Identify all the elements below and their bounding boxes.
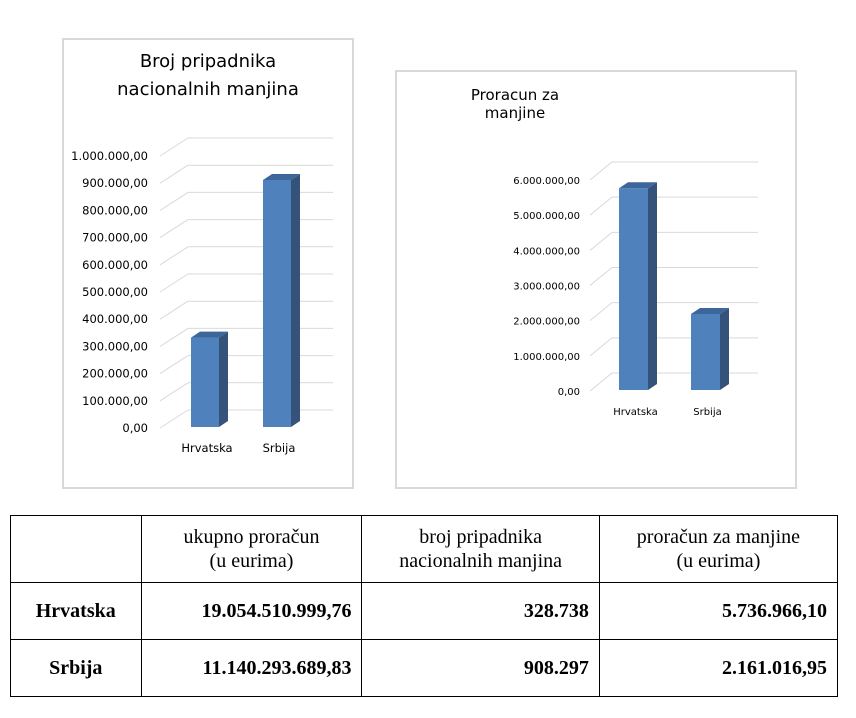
bar-top	[191, 331, 228, 338]
gridline-diagonal	[589, 302, 613, 322]
chart-title-line: nacionalnih manjina	[117, 79, 299, 100]
bar-side	[648, 182, 657, 390]
gridline-diagonal	[159, 409, 189, 429]
row-label: Srbija	[10, 639, 142, 697]
x-category-label: Hrvatska	[613, 407, 658, 418]
y-tick-label: 900.000,00	[82, 176, 148, 190]
y-tick-label: 100.000,00	[82, 394, 148, 408]
gridline-diagonal	[159, 164, 189, 184]
gridline-diagonal	[589, 372, 613, 392]
y-tick-label: 700.000,00	[82, 231, 148, 245]
gridline-diagonal	[159, 246, 189, 266]
row-label: Hrvatska	[10, 582, 142, 640]
x-category-label: Srbija	[263, 441, 296, 455]
bar-hrvatska	[619, 188, 648, 390]
bar-top	[619, 182, 657, 189]
y-tick-label: 4.000.000,00	[513, 246, 580, 257]
bar-srbija	[263, 179, 291, 427]
charts-canvas: 0,00 100.000,00 200.000,00 300.000,00 400.00…	[71, 137, 758, 455]
y-tick-label: 5.000.000,00	[513, 211, 580, 222]
x-category-label: Srbija	[693, 407, 722, 418]
y-tick-label: 6.000.000,00	[513, 176, 580, 187]
chart-title-line: Proracun za manjine	[470, 86, 560, 122]
gridline-diagonal	[159, 219, 189, 239]
y-tick-label: 200.000,00	[82, 367, 148, 381]
gridline-diagonal	[159, 382, 189, 402]
gridline-diagonal	[159, 300, 189, 320]
chart-budget-title: Proracun za manjine	[440, 86, 590, 122]
bar-side	[219, 331, 228, 427]
table-row: Hrvatska 19.054.510.999,76 328.738 5.736…	[10, 582, 839, 640]
gridline-diagonal	[589, 231, 613, 251]
data-table: ukupno proračun (u eurima) broj pripadnik…	[10, 515, 839, 697]
y-tick-label: 0,00	[558, 387, 580, 398]
y-tick-label: 1.000.000,00	[71, 149, 148, 163]
bar-top	[263, 173, 300, 180]
cell-minority-budget: 5.736.966,10	[598, 582, 839, 640]
bar-side	[291, 173, 300, 427]
chart-budget-frame	[395, 70, 797, 489]
table-header-row: ukupno proračun (u eurima) broj pripadnik…	[10, 515, 839, 583]
gridline-diagonal	[159, 137, 189, 157]
header-minority-count: broj pripadnika nacionalnih manjina	[361, 515, 600, 583]
gridline-diagonal	[159, 327, 189, 347]
gridline-diagonal	[159, 191, 189, 211]
gridline-diagonal	[589, 337, 613, 357]
chart-population-title: Broj pripadnika nacionalnih manjina	[64, 48, 352, 104]
bar-side	[720, 308, 729, 390]
y-tick-label: 400.000,00	[82, 312, 148, 326]
table-row: Srbija 11.140.293.689,83 908.297 2.161.0…	[10, 639, 839, 697]
gridline-diagonal	[589, 196, 613, 216]
y-tick-label: 500.000,00	[82, 285, 148, 299]
chart-title-line: Broj pripadnika	[139, 51, 277, 72]
y-tick-label: 3.000.000,00	[513, 282, 580, 293]
gridline-diagonal	[589, 267, 613, 286]
gridline-diagonal	[159, 273, 189, 293]
x-category-label: Hrvatska	[181, 441, 232, 455]
y-tick-label: 300.000,00	[82, 339, 148, 353]
bar-top	[691, 308, 729, 315]
cell-total-budget: 19.054.510.999,76	[140, 582, 363, 640]
bar-hrvatska	[191, 337, 219, 427]
header-minority-budget: proračun za manjine (u eurima)	[598, 515, 839, 583]
header-total-budget: ukupno proračun (u eurima)	[140, 515, 363, 583]
cell-minority-count: 908.297	[361, 639, 600, 697]
gridline-diagonal	[589, 161, 613, 181]
header-empty	[10, 515, 142, 583]
bar-srbija	[691, 314, 720, 390]
cell-total-budget: 11.140.293.689,83	[140, 639, 363, 697]
cell-minority-budget: 2.161.016,95	[598, 639, 839, 697]
gridline-diagonal	[159, 355, 189, 375]
y-tick-label: 800.000,00	[82, 203, 148, 217]
cell-minority-count: 328.738	[361, 582, 600, 640]
y-tick-label: 600.000,00	[82, 258, 148, 272]
y-tick-label: 1.000.000,00	[513, 352, 580, 363]
y-tick-label: 0,00	[122, 421, 148, 435]
y-tick-label: 2.000.000,00	[513, 317, 580, 328]
